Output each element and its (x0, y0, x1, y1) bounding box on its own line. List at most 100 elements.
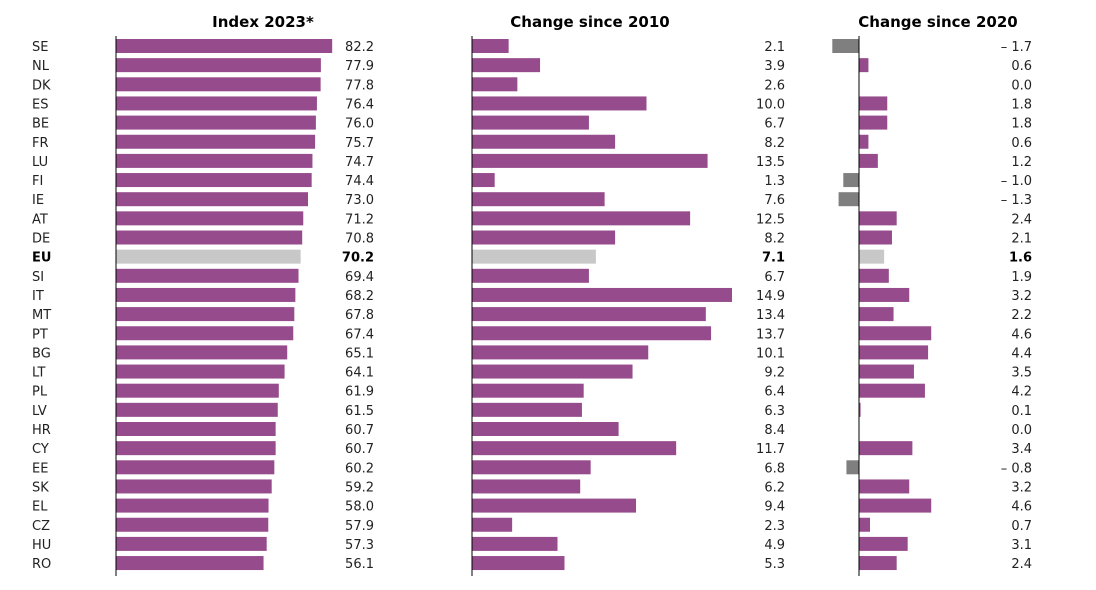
data-label-change-2010-fi: 1.3 (764, 174, 785, 189)
data-label-change-2020-lu: 1.2 (1011, 155, 1032, 170)
data-label-change-2010-es: 10.0 (756, 97, 785, 112)
bar-change-2020-lu (859, 153, 878, 168)
data-label-index-2023-fr: 75.7 (345, 136, 374, 151)
bar-change-2010-sk (472, 479, 581, 494)
bar-index-2023-lu (116, 153, 313, 168)
category-label-lv: LV (32, 404, 47, 419)
bar-index-2023-mt (116, 307, 295, 322)
bar-change-2010-lu (472, 153, 708, 168)
data-label-change-2010-bg: 10.1 (756, 346, 785, 361)
category-label-be: BE (32, 117, 49, 132)
data-label-index-2023-cy: 60.7 (345, 442, 374, 457)
data-label-change-2010-eu: 7.1 (762, 251, 785, 266)
data-label-change-2020-es: 1.8 (1011, 97, 1032, 112)
category-label-ro: RO (32, 557, 51, 572)
data-label-change-2010-fr: 8.2 (764, 136, 785, 151)
data-label-index-2023-el: 58.0 (345, 500, 374, 515)
bar-index-2023-el (116, 498, 269, 513)
data-label-change-2020-at: 2.4 (1011, 212, 1032, 227)
data-label-index-2023-mt: 67.8 (345, 308, 374, 323)
bar-change-2010-it (472, 287, 733, 302)
bar-index-2023-hu (116, 536, 267, 551)
data-label-change-2010-nl: 3.9 (764, 59, 785, 74)
bar-index-2023-ie (116, 192, 308, 207)
data-label-index-2023-lv: 61.5 (345, 404, 374, 419)
category-label-lu: LU (32, 155, 48, 170)
category-label-ee: EE (32, 461, 48, 476)
data-label-change-2020-fr: 0.6 (1011, 136, 1032, 151)
bar-change-2020-cy (859, 441, 913, 456)
bar-index-2023-cy (116, 441, 276, 456)
data-label-change-2010-ro: 5.3 (764, 557, 785, 572)
bar-index-2023-lv (116, 402, 278, 417)
data-label-change-2020-lt: 3.5 (1011, 366, 1032, 381)
bar-change-2020-be (859, 115, 888, 130)
panel-title-change-2020: Change since 2020 (858, 13, 1017, 31)
data-label-change-2020-lv: 0.1 (1011, 404, 1032, 419)
bar-index-2023-pt (116, 326, 294, 341)
data-label-change-2010-ie: 7.6 (764, 193, 785, 208)
bar-change-2020-nl (859, 58, 869, 73)
data-label-change-2010-it: 14.9 (756, 289, 785, 304)
bar-index-2023-fr (116, 134, 316, 149)
bar-change-2020-eu (859, 249, 885, 264)
category-label-se: SE (32, 40, 48, 55)
category-label-ie: IE (32, 193, 44, 208)
data-label-index-2023-lu: 74.7 (345, 155, 374, 170)
bar-index-2023-si (116, 268, 299, 283)
bar-change-2010-si (472, 268, 589, 283)
data-label-change-2010-se: 2.1 (764, 40, 785, 55)
bar-change-2010-lv (472, 402, 582, 417)
bar-index-2023-cz (116, 517, 269, 532)
data-label-index-2023-cz: 57.9 (345, 519, 374, 534)
category-label-it: IT (32, 289, 44, 304)
bar-change-2010-dk (472, 77, 518, 92)
bar-change-2010-mt (472, 307, 706, 322)
bar-change-2010-fr (472, 134, 616, 149)
data-label-change-2020-si: 1.9 (1011, 270, 1032, 285)
data-label-index-2023-sk: 59.2 (345, 480, 374, 495)
bar-change-2020-pt (859, 326, 932, 341)
data-label-index-2023-lt: 64.1 (345, 366, 374, 381)
data-label-index-2023-it: 68.2 (345, 289, 374, 304)
category-label-fr: FR (32, 136, 49, 151)
bar-change-2010-se (472, 39, 509, 53)
bar-index-2023-fi (116, 173, 312, 188)
data-label-change-2010-pt: 13.7 (756, 327, 785, 342)
data-label-change-2020-de: 2.1 (1011, 232, 1032, 247)
category-label-bg: BG (32, 346, 51, 361)
category-label-pl: PL (32, 385, 48, 400)
data-label-change-2010-at: 12.5 (756, 212, 785, 227)
bar-index-2023-hr (116, 422, 276, 436)
bar-change-2020-ro (859, 556, 897, 571)
category-label-mt: MT (32, 308, 51, 323)
category-label-fi: FI (32, 174, 43, 189)
data-label-index-2023-ee: 60.2 (345, 461, 374, 476)
panel-title-index-2023: Index 2023* (212, 13, 314, 31)
bar-change-2020-lv (859, 402, 861, 417)
category-label-lt: LT (32, 366, 45, 381)
data-label-index-2023-dk: 77.8 (345, 78, 374, 93)
bar-change-2010-es (472, 96, 647, 111)
bar-change-2010-hu (472, 536, 558, 551)
data-label-change-2010-cy: 11.7 (756, 442, 785, 457)
bar-change-2010-de (472, 230, 616, 245)
data-label-index-2023-pl: 61.9 (345, 385, 374, 400)
data-label-index-2023-fi: 74.4 (345, 174, 374, 189)
data-label-index-2023-be: 76.0 (345, 117, 374, 132)
category-label-sk: SK (32, 480, 49, 495)
data-label-change-2020-hr: 0.0 (1011, 423, 1032, 438)
category-label-at: AT (32, 212, 48, 227)
data-label-index-2023-se: 82.2 (345, 40, 374, 55)
data-label-change-2010-hr: 8.4 (764, 423, 785, 438)
category-label-hr: HR (32, 423, 51, 438)
bar-change-2020-si (859, 268, 889, 283)
data-label-change-2020-el: 4.6 (1011, 500, 1032, 515)
bar-change-2020-hu (859, 536, 908, 551)
panel-title-change-2010: Change since 2010 (510, 13, 669, 31)
bar-index-2023-at (116, 211, 304, 226)
bar-index-2023-bg (116, 345, 288, 360)
data-label-index-2023-eu: 70.2 (342, 251, 374, 266)
bar-index-2023-lt (116, 364, 285, 379)
